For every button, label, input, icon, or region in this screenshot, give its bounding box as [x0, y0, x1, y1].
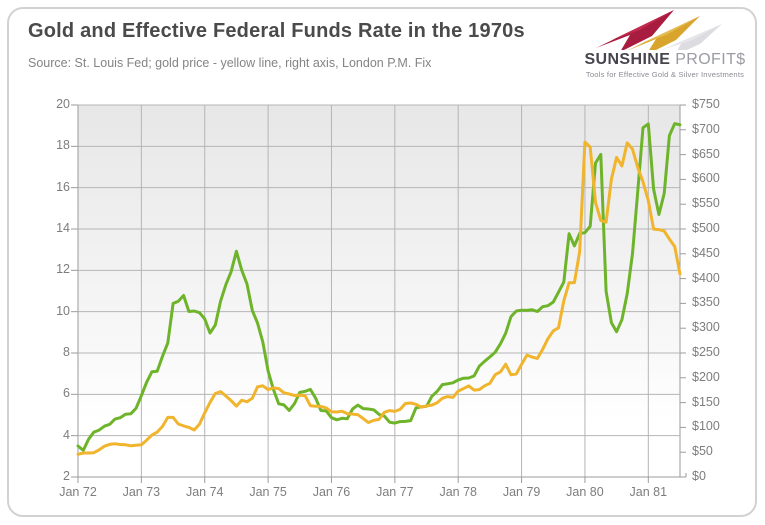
y-right-tick-label: $700: [692, 121, 720, 136]
y-left-tick-label: 14: [56, 221, 70, 235]
x-tick-label: Jan 79: [502, 485, 541, 499]
y-right-tick-label: $550: [692, 196, 720, 211]
y-right-tick-label: $0: [692, 469, 706, 483]
y-left-tick-label: 4: [63, 427, 70, 442]
y-right-tick-label: $250: [692, 345, 720, 359]
source-note: Source: St. Louis Fed; gold price - yell…: [28, 56, 432, 70]
x-tick-label: Jan 77: [376, 485, 414, 499]
gold-price-line: [76, 140, 682, 456]
y-left-tick-label: 12: [56, 262, 70, 277]
y-left-tick-label: 2: [63, 469, 70, 483]
x-tick-label: Jan 72: [59, 485, 97, 499]
y-right-tick-label: $50: [692, 444, 713, 459]
y-right-tick-label: $450: [692, 245, 720, 260]
x-tick-label: Jan 78: [439, 485, 477, 499]
y-right-tick-label: $500: [692, 221, 720, 235]
logo-brand-sunshine: SUNSHINE: [584, 51, 671, 68]
logo-brand-profits: PROFIT$: [675, 51, 746, 68]
y-right-tick-label: $150: [692, 394, 720, 409]
plot-area: [78, 105, 680, 477]
sunshine-profits-logo: SUNSHINE PROFIT$ Tools for Effective Gol…: [579, 10, 751, 88]
y-left-tick-label: 8: [63, 345, 70, 359]
logo-arrows-icon: [596, 10, 722, 50]
x-tick-label: Jan 74: [185, 485, 224, 499]
x-tick-label: Jan 76: [312, 485, 351, 499]
y-right-tick-label: $200: [692, 369, 720, 384]
y-right-tick-label: $600: [692, 171, 720, 186]
y-right-tick-label: $650: [692, 146, 720, 161]
y-left-tick-label: 10: [56, 303, 70, 318]
x-tick-label: Jan 73: [122, 485, 161, 499]
y-right-tick-label: $100: [692, 419, 720, 434]
y-right-tick-label: $300: [692, 320, 720, 335]
logo-brand: SUNSHINE PROFIT$: [579, 51, 751, 69]
y-right-tick-label: $750: [692, 97, 720, 111]
x-tick-label: Jan 80: [566, 485, 604, 499]
y-left-tick-label: 16: [56, 179, 70, 194]
y-right-tick-label: $350: [692, 295, 720, 310]
y-left-tick-label: 6: [63, 386, 70, 401]
logo-tagline: Tools for Effective Gold & Silver Invest…: [585, 70, 745, 79]
x-tick-label: Jan 81: [629, 485, 668, 499]
y-right-tick-label: $400: [692, 270, 720, 285]
page-title: Gold and Effective Federal Funds Rate in…: [28, 20, 525, 42]
y-left-tick-label: 20: [56, 97, 70, 111]
x-tick-label: Jan 75: [249, 485, 287, 499]
y-left-tick-label: 18: [56, 138, 70, 153]
